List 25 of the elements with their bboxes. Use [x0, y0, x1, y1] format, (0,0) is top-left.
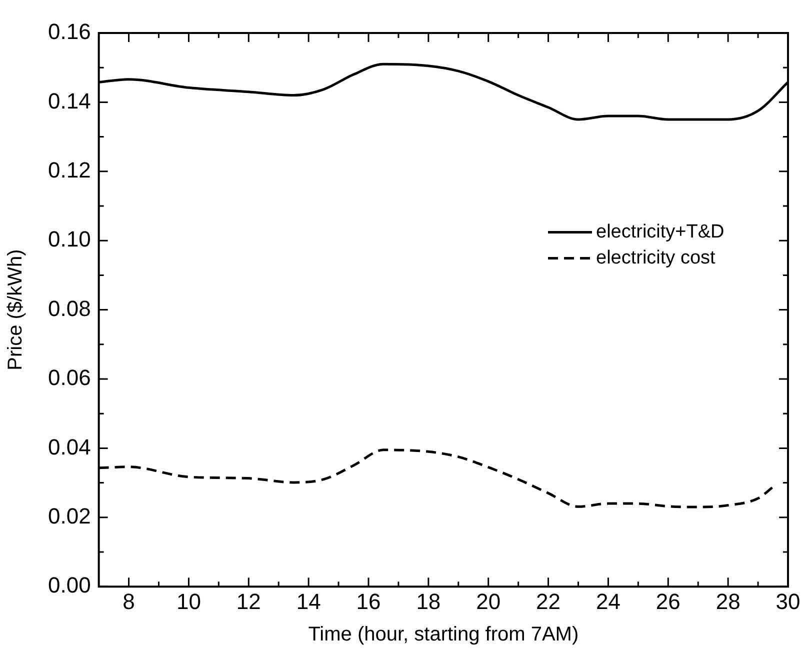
x-tick-label: 30 [776, 588, 800, 614]
x-tick-label: 22 [536, 588, 561, 614]
legend-label: electricity cost [596, 248, 716, 269]
y-tick-label: 0.10 [48, 226, 91, 252]
x-tick-label: 24 [596, 588, 620, 614]
legend-label: electricity+T&D [596, 222, 724, 243]
x-tick-label: 18 [416, 588, 441, 614]
x-tick-label: 8 [122, 588, 135, 614]
x-tick-label: 14 [296, 588, 321, 614]
y-axis-title: Price ($/kWh) [4, 249, 27, 370]
x-tick-label: 20 [476, 588, 501, 614]
x-tick-label: 16 [356, 588, 381, 614]
y-tick-label: 0.12 [48, 157, 91, 182]
y-tick-label: 0.00 [48, 572, 91, 598]
x-axis-title: Time (hour, starting from 7AM) [308, 624, 579, 646]
x-tick-label: 12 [236, 588, 261, 614]
x-tick-label: 26 [656, 588, 680, 614]
x-tick-label: 10 [176, 588, 201, 614]
y-tick-label: 0.04 [48, 434, 91, 460]
x-tick-label: 28 [716, 588, 740, 614]
y-tick-label: 0.14 [48, 88, 91, 114]
y-tick-label: 0.02 [48, 503, 91, 528]
y-tick-label: 0.08 [48, 296, 91, 321]
y-tick-label: 0.16 [48, 19, 91, 44]
y-tick-label: 0.06 [48, 365, 91, 390]
